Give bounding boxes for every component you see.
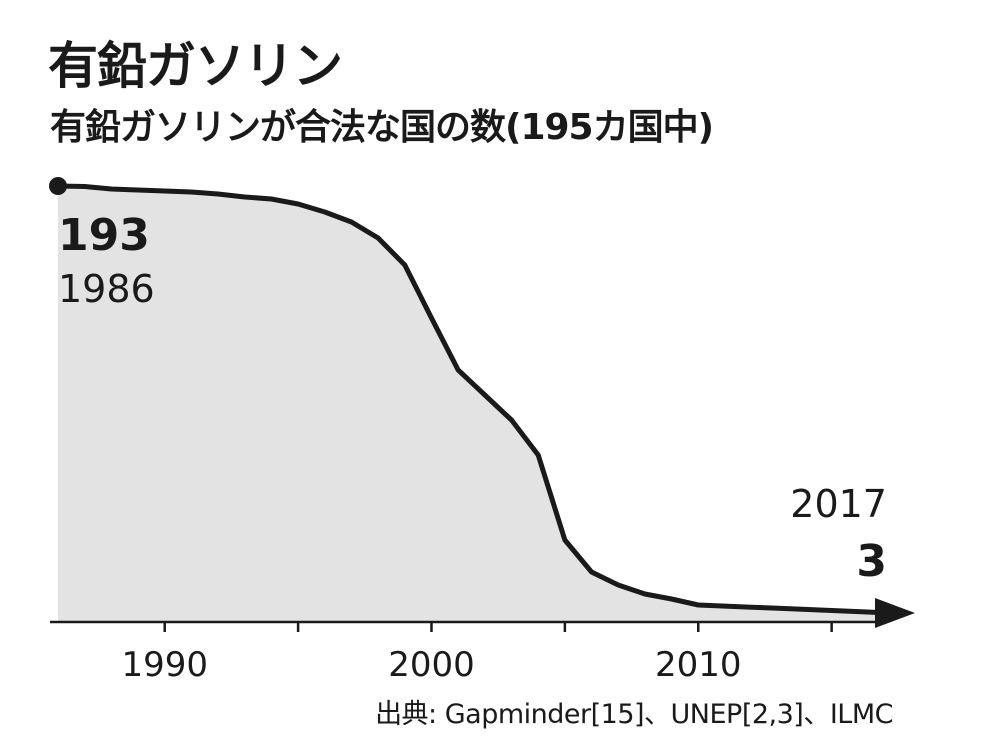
arrow-head: [875, 598, 915, 628]
end-year-label: 2017: [790, 482, 887, 526]
chart-title: 有鉛ガソリン: [48, 37, 343, 95]
source-note: 出典: Gapminder[15]、UNEP[2,3]、ILMC: [375, 699, 893, 730]
chart-subtitle: 有鉛ガソリンが合法な国の数(195カ国中): [50, 107, 714, 148]
end-value-label: 3: [856, 536, 887, 587]
area-fill: [58, 186, 885, 622]
start-value-label: 193: [58, 210, 150, 261]
series-line: [55, 183, 888, 616]
x-tick-label: 2000: [388, 645, 475, 685]
start-year-label: 1986: [58, 267, 155, 311]
x-tick-label: 1990: [121, 645, 208, 685]
x-tick-label: 2010: [655, 645, 742, 685]
start-point: [49, 177, 67, 195]
